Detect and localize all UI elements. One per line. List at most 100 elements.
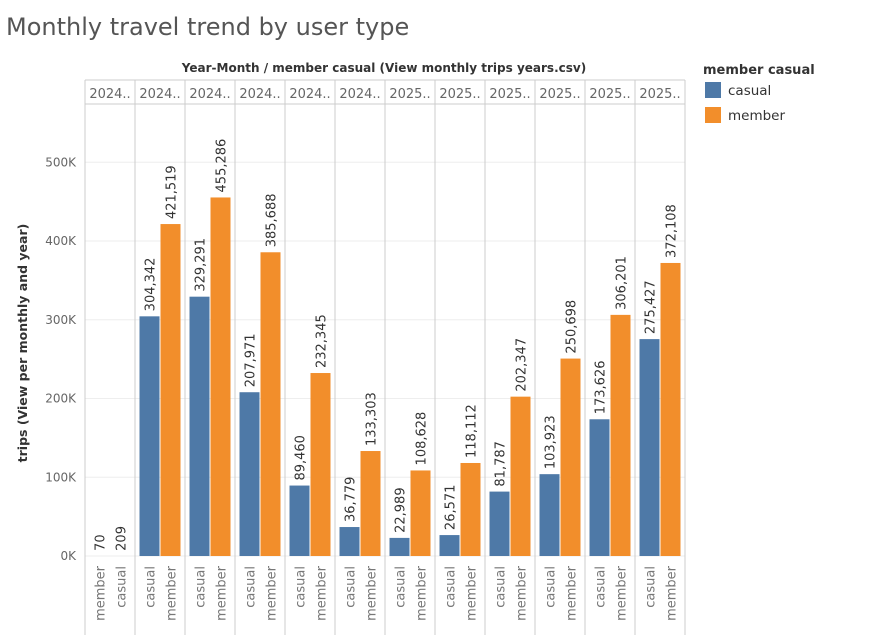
column-header-label: 2025..: [489, 87, 530, 102]
bar-casual: [539, 474, 560, 556]
column-header-label: 2024..: [239, 87, 280, 102]
x-tick-label: member: [165, 565, 180, 621]
bar-value-label: 103,923: [544, 415, 559, 469]
bar-value-label: 250,698: [565, 300, 580, 354]
bar-value-label: 455,286: [215, 139, 230, 193]
x-axis-labels: member casual casual member casual member casu…: [94, 565, 680, 621]
x-tick-label: member: [465, 565, 480, 621]
y-tick-label: 100K: [45, 470, 77, 484]
bar-member: [360, 451, 381, 556]
x-tick-label: casual: [115, 566, 130, 608]
column-header-label: 2024..: [289, 87, 330, 102]
x-tick-label: member: [665, 565, 680, 621]
x-tick-label: casual: [394, 566, 409, 608]
bar-casual: [289, 485, 310, 556]
bar-member: [410, 470, 431, 556]
column-header-label: 2024..: [339, 87, 380, 102]
y-tick-label: 400K: [45, 234, 77, 248]
column-header-label: 2025..: [389, 87, 430, 102]
x-tick-label: member: [415, 565, 430, 621]
bar-casual: [589, 419, 610, 556]
bar-member: [660, 262, 681, 556]
x-tick-label: casual: [644, 566, 659, 608]
y-tick-label: 0K: [60, 549, 77, 563]
x-tick-label: member: [94, 565, 109, 621]
legend-label: casual: [728, 83, 771, 99]
x-tick-label: member: [365, 565, 380, 621]
column-header-cells: 2024.. 2024.. 2024.. 2024.. 2024.. 2024.. 2025…: [89, 87, 680, 102]
bar-member: [610, 314, 631, 556]
bar-value-label: 70: [94, 534, 109, 551]
bar-value-label: 118,112: [465, 404, 480, 458]
chart-title: Monthly travel trend by user type: [6, 13, 409, 41]
bar-casual: [339, 527, 360, 556]
bar-value-label: 209: [115, 526, 130, 551]
x-tick-label: casual: [444, 566, 459, 608]
bar-member: [510, 396, 531, 556]
x-tick-label: member: [315, 565, 330, 621]
column-header-label: 2024..: [189, 87, 230, 102]
bar-value-label: 385,688: [265, 194, 280, 248]
column-header-label: 2024..: [89, 87, 130, 102]
bar-value-label: 22,989: [394, 487, 409, 533]
bar-value-label: 306,201: [615, 256, 630, 310]
bar-value-label: 202,347: [515, 338, 530, 392]
x-tick-label: member: [265, 565, 280, 621]
column-header-label: 2025..: [589, 87, 630, 102]
bar-value-label: 108,628: [415, 412, 430, 466]
bar-casual: [439, 535, 460, 556]
x-tick-label: casual: [344, 566, 359, 608]
bar-value-label: 232,345: [315, 314, 330, 368]
y-tick-label: 500K: [45, 155, 77, 169]
x-tick-label: casual: [244, 566, 259, 608]
bar-casual: [239, 392, 260, 556]
bar-value-label: 133,303: [365, 392, 380, 446]
x-tick-label: casual: [294, 566, 309, 608]
x-tick-label: casual: [544, 566, 559, 608]
bar-value-label: 89,460: [294, 435, 309, 481]
column-header-label: 2025..: [539, 87, 580, 102]
legend: casual member: [705, 82, 785, 124]
bar-member: [260, 252, 281, 557]
bar-casual: [639, 339, 660, 556]
x-tick-label: member: [615, 565, 630, 621]
bar-casual: [139, 316, 160, 556]
y-axis-ticks: 0K 100K 200K 300K 400K 500K: [45, 155, 77, 563]
x-tick-label: casual: [194, 566, 209, 608]
bar-member: [560, 358, 581, 556]
x-tick-label: casual: [594, 566, 609, 608]
column-header-label: 2024..: [139, 87, 180, 102]
legend-title: member casual: [703, 63, 815, 78]
x-tick-label: member: [565, 565, 580, 621]
column-header-label: 2025..: [439, 87, 480, 102]
panel-dividers: [84, 79, 686, 635]
bar-value-label: 304,342: [144, 258, 159, 312]
x-tick-label: member: [215, 565, 230, 621]
bar-value-label: 372,108: [665, 204, 680, 258]
bar-value-label: 421,519: [165, 165, 180, 219]
bar-value-label: 329,291: [194, 238, 209, 292]
bar-value-label: 36,779: [344, 477, 359, 523]
bar-casual: [489, 491, 510, 556]
bar-value-label: 26,571: [444, 485, 459, 531]
y-tick-label: 300K: [45, 313, 77, 327]
legend-label: member: [728, 108, 785, 124]
bar-member: [310, 373, 331, 556]
x-tick-label: member: [515, 565, 530, 621]
y-tick-label: 200K: [45, 392, 77, 406]
x-tick-label: casual: [494, 566, 509, 608]
bar-casual: [189, 296, 210, 556]
legend-swatch-casual: [705, 82, 721, 98]
bar-value-label: 81,787: [494, 441, 509, 487]
column-header: Year-Month / member casual (View monthly…: [181, 61, 586, 75]
legend-swatch-member: [705, 107, 721, 123]
bar-value-label: 275,427: [644, 280, 659, 334]
bar-value-label: 173,626: [594, 361, 609, 415]
bar-member: [160, 224, 181, 557]
y-axis-title: trips (View per monthly and year): [15, 224, 30, 463]
bar-value-label: 207,971: [244, 333, 259, 387]
x-tick-label: casual: [144, 566, 159, 608]
bar-member: [210, 197, 231, 556]
bar-casual: [389, 537, 410, 556]
